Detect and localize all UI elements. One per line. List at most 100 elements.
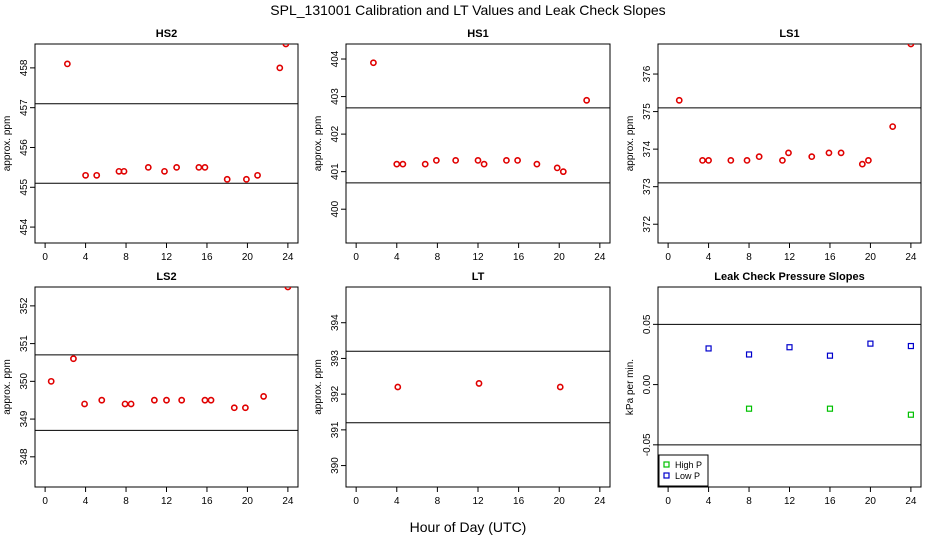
panel-0: HS2 approx. ppm 0 4 8 12 16 20 24 454 455 456 457 458 [2,28,299,263]
y-tick-label: 400 [330,200,341,217]
data-point [785,149,792,157]
data-point [195,163,203,171]
x-tick-label: 12 [784,496,796,507]
y-tick-label: 401 [330,163,341,180]
data-point [556,383,564,391]
x-tick-label: 20 [242,252,254,263]
data-point-high-p [826,405,834,412]
panel-1: HS1 approx. ppm 0 4 8 12 16 20 24 400 401 402 403 404 [313,28,611,263]
y-tick-label: 394 [330,314,341,331]
x-tick-label: 8 [746,252,752,263]
data-point-high-p [907,411,914,418]
data-point [699,156,706,164]
data-point [559,168,567,176]
panel-title: HS1 [467,28,488,40]
x-tick-label: 24 [594,252,606,263]
x-tick-label: 24 [282,252,294,263]
x-tick-label: 12 [472,252,484,263]
y-axis-label: approx. ppm [2,116,13,172]
data-point [282,44,290,48]
data-points [370,59,591,176]
x-tick-label: 20 [554,496,566,507]
x-tick-label: 20 [242,496,254,507]
x-tick-label: 16 [201,496,213,507]
data-point [70,355,77,363]
y-tick-label: 457 [19,99,30,116]
panel-title: LS2 [156,271,176,283]
x-tick-label: 0 [665,496,671,507]
panel-title: Leak Check Pressure Slopes [714,271,864,283]
data-point [675,96,683,104]
data-point [243,175,250,183]
y-tick-label: 458 [19,59,30,76]
data-point [284,287,292,291]
data-point [452,156,460,164]
y-tick-label: 390 [330,457,341,474]
y-tick-label: 456 [19,139,30,156]
x-tick-label: 4 [83,252,89,263]
data-point [825,149,833,157]
y-tick-label: 404 [330,50,341,67]
y-tick-label: 349 [19,410,30,427]
y-tick-label: 350 [19,373,30,390]
data-point [480,160,488,168]
data-point [370,59,377,67]
data-point [207,396,215,404]
legend-label: High P [675,460,702,470]
y-tick-label: 392 [330,385,341,402]
x-tick-label: 16 [513,252,525,263]
x-tick-label: 12 [161,252,173,263]
legend-box [658,454,709,487]
x-tick-label: 4 [706,496,712,507]
x-tick-label: 8 [435,252,441,263]
data-point [865,156,872,164]
y-tick-label: 351 [19,335,30,352]
data-point [808,153,816,161]
x-tick-label: 24 [282,496,294,507]
data-points [675,44,915,168]
x-tick-label: 16 [201,252,213,263]
legend-marker [663,461,670,468]
plot-frame [34,286,299,488]
data-point [399,160,407,168]
data-point [583,96,591,104]
data-point [161,167,168,175]
y-tick-label: 455 [19,179,30,196]
data-point [98,396,106,404]
y-tick-label: 375 [642,103,653,120]
y-axis-label: approx. ppm [313,116,324,172]
data-point [394,383,402,391]
data-points [394,380,564,391]
y-axis-label: approx. ppm [625,116,636,172]
plot-frame [345,286,611,488]
y-tick-label: 348 [19,448,30,465]
data-point-low-p [867,340,874,347]
data-point [837,149,845,157]
x-tick-label: 0 [353,252,359,263]
data-point-low-p [786,344,793,351]
data-point-low-p [705,345,712,352]
legend-marker [663,472,670,479]
data-point [474,156,482,164]
x-tick-label: 4 [706,252,712,263]
data-point [779,156,786,164]
legend-label: Low P [675,471,700,481]
plot-frame [34,43,299,244]
data-point-low-p [745,351,753,358]
y-tick-label: 393 [330,350,341,367]
panel-2: LS1 approx. ppm 0 4 8 12 16 20 24 372 373 374 375 376 [625,28,922,263]
data-point-low-p [826,352,834,359]
data-point [254,171,261,179]
y-tick-label: 352 [19,297,30,314]
data-points [705,340,914,418]
data-point-high-p [745,405,753,412]
y-tick-label: 372 [642,215,653,232]
data-point [63,60,71,68]
data-point [421,160,429,168]
data-point-low-p [907,342,914,350]
x-tick-label: 16 [824,496,836,507]
x-tick-label: 24 [905,252,917,263]
y-axis-label: approx. ppm [313,359,324,415]
data-point [755,153,763,161]
x-tick-label: 12 [161,496,173,507]
